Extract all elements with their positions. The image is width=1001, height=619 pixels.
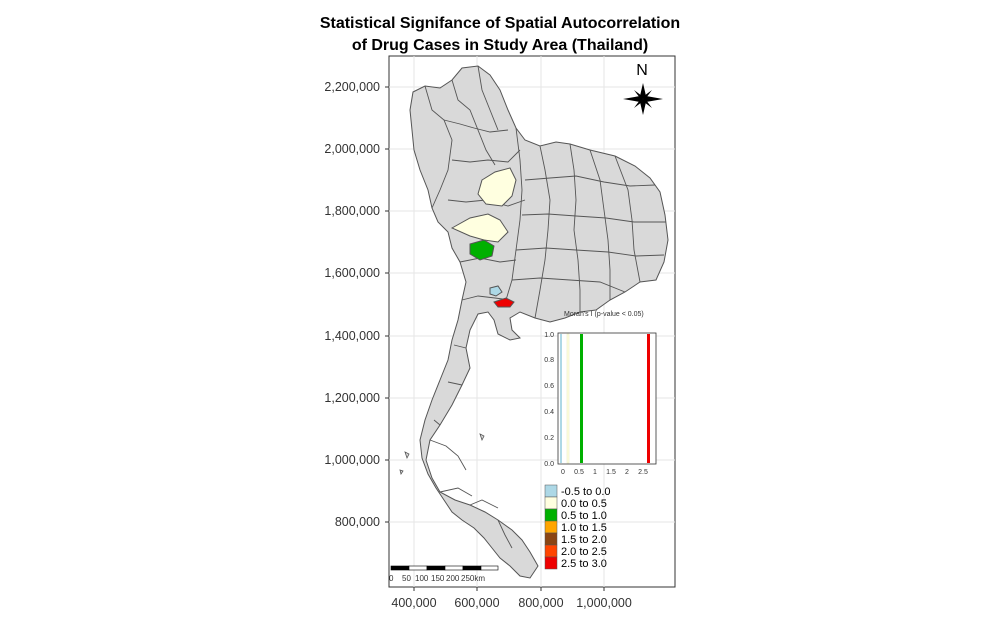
y-tick-label: 800,000 [335,515,380,529]
legend-label: 0.5 to 1.0 [561,510,607,522]
scale-label: 200 [446,574,460,583]
inset-y-tick: 0.4 [544,409,554,416]
x-tick-label: 600,000 [454,596,499,610]
province-red [493,297,515,308]
legend-swatch [544,532,558,546]
scale-label: 50 [402,574,411,583]
x-tick-label: 400,000 [391,596,436,610]
y-tick-label: 2,200,000 [324,80,380,94]
map-title-line-2: of Drug Cases in Study Area (Thailand) [351,37,649,54]
province-light-blue [489,285,503,297]
y-tick-label: 1,000,000 [324,453,380,467]
inset-y-tick: 1.0 [544,332,554,339]
y-axis: 2,200,000 2,000,000 1,800,000 1,600,000 … [324,80,389,529]
inset-frame [557,332,657,465]
y-tick-label: 1,400,000 [324,329,380,343]
inset-y-tick: 0.6 [544,383,554,390]
inset-bar-green [580,334,583,463]
y-tick-label: 2,000,000 [324,142,380,156]
inset-y-tick: 0.0 [544,461,554,468]
x-tick-label: 800,000 [518,596,563,610]
y-tick-label: 1,200,000 [324,391,380,405]
inset-chart: Moran's I (p-value < 0.05) 0.0 0.2 0.4 0… [544,311,657,476]
x-axis: 400,000 600,000 800,000 1,000,000 [391,587,632,610]
y-tick-label: 1,800,000 [324,204,380,218]
map-title-line-1: Statistical Signifance of Spatial Autoco… [319,15,681,32]
legend-label: 2.0 to 2.5 [561,546,607,558]
legend-swatch [544,556,558,570]
province-borders [424,65,666,549]
legend-swatch [544,520,558,534]
legend-label: -0.5 to 0.0 [561,486,611,498]
inset-bar-red [647,334,650,463]
province-cream-central [450,213,509,243]
inset-x-tick: 0.5 [574,469,584,476]
legend-label: 1.5 to 2.0 [561,534,607,546]
scale-label: 0 [389,574,394,583]
inset-x-tick: 1.5 [606,469,616,476]
inset-title: Moran's I (p-value < 0.05) [564,311,644,318]
inset-x-tick: 2.5 [638,469,648,476]
legend-label: 2.5 to 3.0 [561,558,607,570]
x-tick-label: 1,000,000 [576,596,632,610]
legend-label: 1.0 to 1.5 [561,522,607,534]
legend-swatch [544,544,558,558]
legend-swatch [544,508,558,522]
north-label: N [636,62,648,79]
legend-label: 0.0 to 0.5 [561,498,607,510]
legend-swatch [544,496,558,510]
scale-label: 100 [415,574,429,583]
inset-x-tick: 2 [625,469,629,476]
legend: -0.5 to 0.0 0.0 to 0.5 0.5 to 1.0 1.0 to… [544,484,611,570]
inset-bar-light-blue [560,334,562,463]
province-cream-north [477,167,517,207]
north-arrow-icon [623,83,663,115]
province-green [469,239,495,261]
scale-bar: 0 50 100 150 200 250km [389,565,499,583]
inset-y-tick: 0.8 [544,357,554,364]
inset-y-axis: 0.0 0.2 0.4 0.6 0.8 1.0 [544,332,554,468]
y-tick-label: 1,600,000 [324,266,380,280]
inset-x-tick: 0 [561,469,565,476]
scale-label: 250km [461,574,485,583]
inset-x-tick: 1 [593,469,597,476]
inset-bar-cream [566,333,570,464]
islands [399,433,485,475]
scale-label: 150 [431,574,445,583]
inset-x-axis: 0 0.5 1 1.5 2 2.5 [561,469,648,476]
legend-swatch [544,484,558,498]
inset-y-tick: 0.2 [544,435,554,442]
